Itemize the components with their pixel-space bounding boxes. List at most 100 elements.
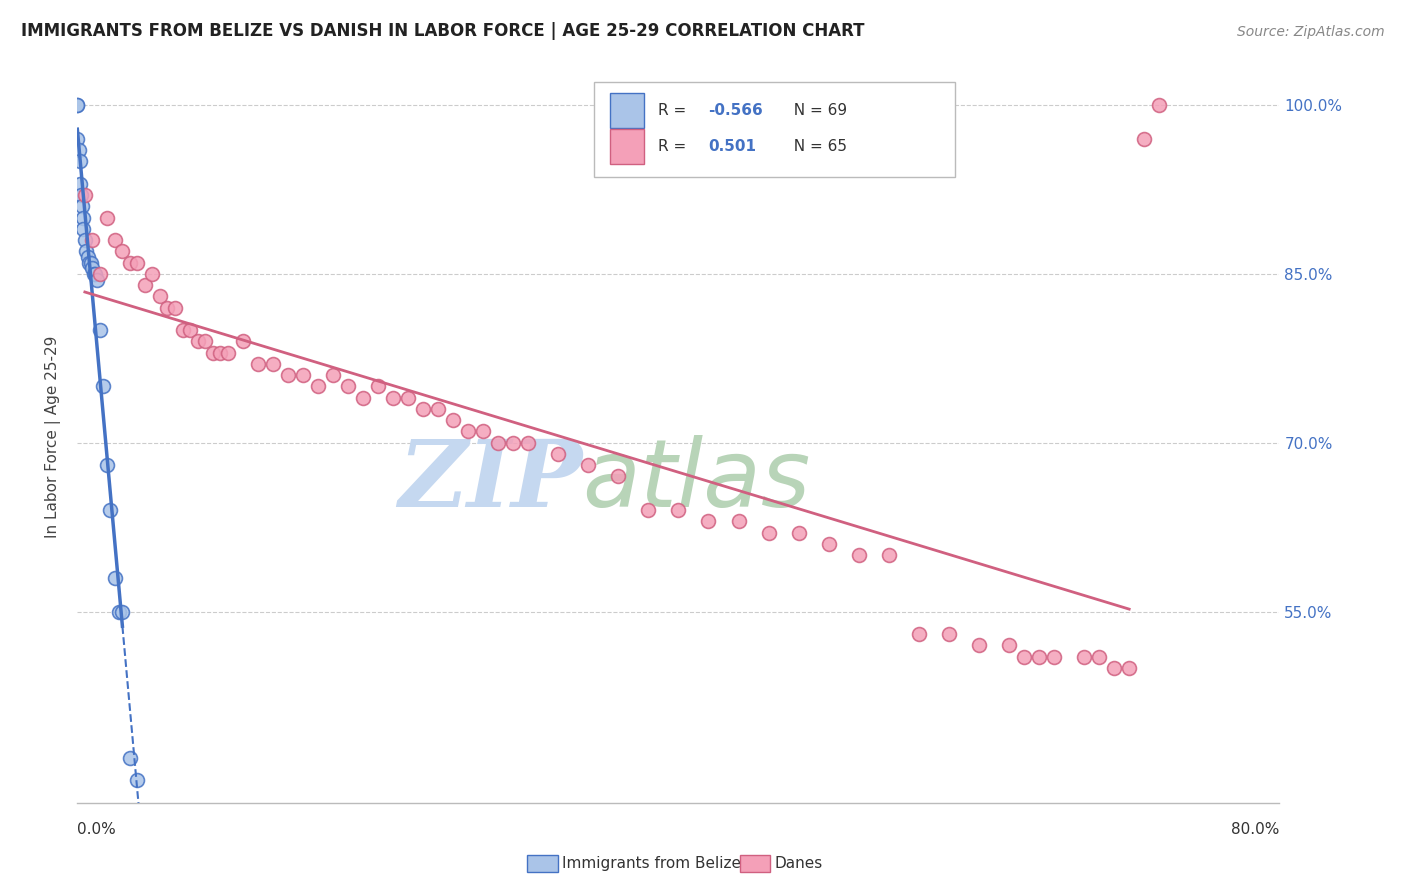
Point bbox=[209, 345, 232, 359]
Text: 0.0%: 0.0% bbox=[77, 822, 117, 837]
Point bbox=[79, 255, 101, 269]
Point bbox=[217, 345, 239, 359]
Point bbox=[637, 503, 659, 517]
Point bbox=[967, 638, 990, 652]
Point bbox=[472, 425, 495, 439]
Point bbox=[877, 548, 900, 562]
Point bbox=[457, 425, 479, 439]
Point bbox=[547, 447, 569, 461]
Point bbox=[908, 627, 931, 641]
Point bbox=[127, 255, 149, 269]
Point bbox=[67, 143, 90, 157]
Point bbox=[69, 154, 91, 169]
Point bbox=[607, 469, 630, 483]
Point bbox=[118, 751, 141, 765]
Point bbox=[502, 435, 524, 450]
Text: ZIP: ZIP bbox=[398, 436, 582, 526]
Point bbox=[1073, 649, 1095, 664]
Text: Source: ZipAtlas.com: Source: ZipAtlas.com bbox=[1237, 25, 1385, 38]
Point bbox=[517, 435, 540, 450]
Point bbox=[104, 233, 127, 247]
Point bbox=[75, 244, 97, 259]
Point bbox=[89, 323, 111, 337]
Point bbox=[72, 211, 94, 225]
Point bbox=[179, 323, 201, 337]
FancyBboxPatch shape bbox=[610, 129, 644, 164]
Text: Danes: Danes bbox=[775, 856, 823, 871]
Point bbox=[246, 357, 269, 371]
Point bbox=[727, 515, 749, 529]
Point bbox=[352, 391, 374, 405]
Point bbox=[66, 98, 89, 112]
Point bbox=[149, 289, 172, 303]
Point bbox=[668, 503, 690, 517]
Text: -0.566: -0.566 bbox=[709, 103, 763, 118]
Point bbox=[1149, 98, 1171, 112]
Point bbox=[96, 211, 118, 225]
Point bbox=[322, 368, 344, 383]
Text: atlas: atlas bbox=[582, 435, 810, 526]
Point bbox=[336, 379, 359, 393]
Point bbox=[576, 458, 599, 473]
Point bbox=[998, 638, 1021, 652]
Point bbox=[396, 391, 419, 405]
Point bbox=[232, 334, 254, 349]
Text: Immigrants from Belize: Immigrants from Belize bbox=[562, 856, 741, 871]
Point bbox=[73, 188, 96, 202]
Point bbox=[156, 301, 179, 315]
Point bbox=[1118, 661, 1140, 675]
Text: 80.0%: 80.0% bbox=[1232, 822, 1279, 837]
Point bbox=[307, 379, 329, 393]
Text: 0.501: 0.501 bbox=[709, 139, 756, 154]
Text: R =: R = bbox=[658, 103, 692, 118]
Point bbox=[91, 379, 114, 393]
Point bbox=[758, 525, 780, 540]
Point bbox=[72, 222, 94, 236]
Point bbox=[848, 548, 870, 562]
Text: N = 65: N = 65 bbox=[785, 139, 848, 154]
Point bbox=[291, 368, 314, 383]
Point bbox=[134, 278, 156, 293]
Point bbox=[70, 188, 93, 202]
Point bbox=[100, 503, 122, 517]
Point bbox=[163, 301, 186, 315]
Point bbox=[84, 267, 107, 281]
Point bbox=[96, 458, 118, 473]
Point bbox=[367, 379, 389, 393]
Point bbox=[118, 255, 141, 269]
Point bbox=[80, 255, 103, 269]
Point bbox=[82, 233, 104, 247]
Point bbox=[111, 605, 134, 619]
Text: N = 69: N = 69 bbox=[785, 103, 848, 118]
Point bbox=[76, 250, 98, 264]
Point bbox=[108, 605, 131, 619]
Point bbox=[73, 233, 96, 247]
Point bbox=[262, 357, 284, 371]
FancyBboxPatch shape bbox=[595, 82, 955, 178]
Point bbox=[127, 773, 149, 788]
FancyBboxPatch shape bbox=[610, 93, 644, 128]
Point bbox=[70, 199, 93, 213]
Point bbox=[697, 515, 720, 529]
Point bbox=[1043, 649, 1066, 664]
Point bbox=[141, 267, 163, 281]
Point bbox=[412, 401, 434, 416]
Point bbox=[1133, 132, 1156, 146]
Point bbox=[427, 401, 450, 416]
Point bbox=[486, 435, 509, 450]
Point bbox=[194, 334, 217, 349]
Point bbox=[187, 334, 209, 349]
Point bbox=[69, 177, 91, 191]
Text: R =: R = bbox=[658, 139, 696, 154]
Point bbox=[66, 98, 89, 112]
Point bbox=[201, 345, 224, 359]
Point bbox=[82, 261, 104, 276]
Text: IMMIGRANTS FROM BELIZE VS DANISH IN LABOR FORCE | AGE 25-29 CORRELATION CHART: IMMIGRANTS FROM BELIZE VS DANISH IN LABO… bbox=[21, 21, 865, 39]
Point bbox=[441, 413, 464, 427]
Point bbox=[83, 267, 105, 281]
Point bbox=[381, 391, 404, 405]
Point bbox=[86, 272, 108, 286]
Point bbox=[938, 627, 960, 641]
Point bbox=[111, 244, 134, 259]
Point bbox=[172, 323, 194, 337]
